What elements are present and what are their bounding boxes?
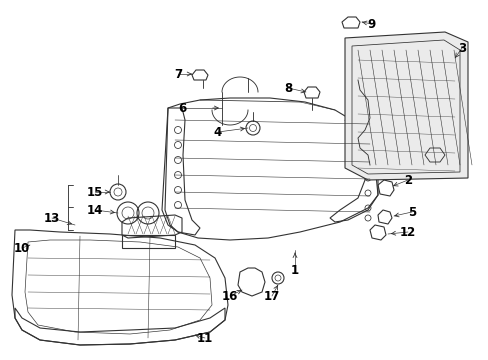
Text: 1: 1 <box>290 264 299 276</box>
Text: 2: 2 <box>403 174 411 186</box>
Text: 17: 17 <box>264 289 280 302</box>
Text: 13: 13 <box>44 212 60 225</box>
Text: 9: 9 <box>367 18 375 31</box>
Text: 14: 14 <box>87 203 103 216</box>
Text: 3: 3 <box>457 41 465 54</box>
Text: 16: 16 <box>222 289 238 302</box>
Text: 11: 11 <box>197 332 213 345</box>
Text: 4: 4 <box>213 126 222 139</box>
Text: 8: 8 <box>284 81 291 95</box>
Text: 5: 5 <box>407 206 415 219</box>
Text: 15: 15 <box>87 185 103 198</box>
Text: 10: 10 <box>14 242 30 255</box>
Text: 12: 12 <box>399 225 415 239</box>
Text: 7: 7 <box>174 68 182 81</box>
Polygon shape <box>345 32 467 180</box>
Text: 6: 6 <box>178 102 186 114</box>
